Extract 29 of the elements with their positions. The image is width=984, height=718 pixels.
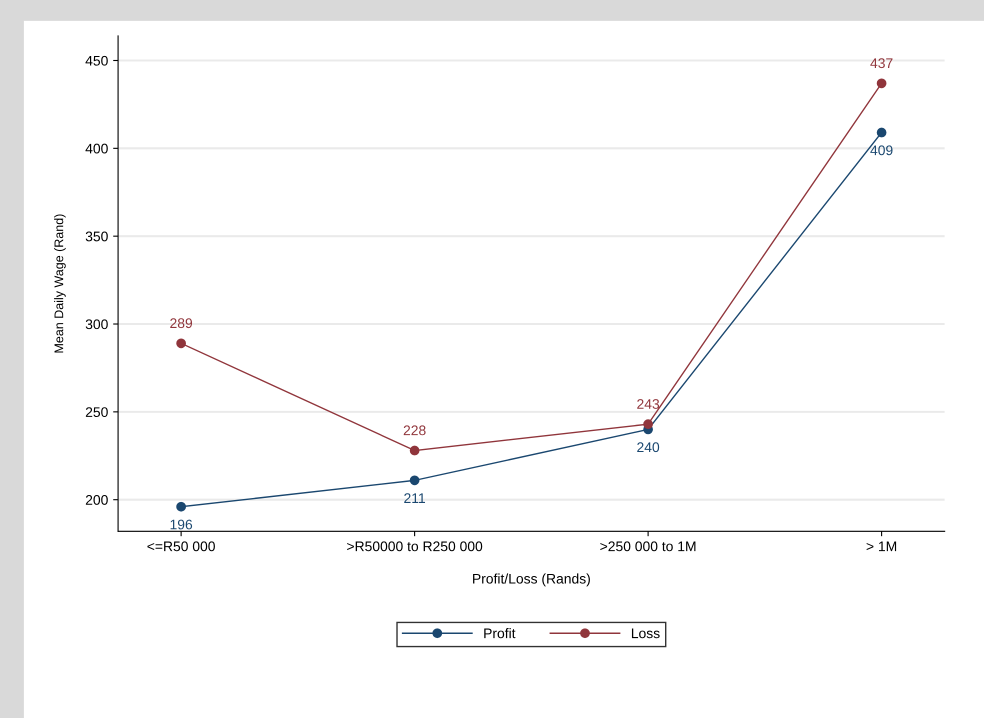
x-tick-label: >250 000 to 1M [600,541,696,552]
data-label: 409 [870,145,893,156]
data-label: 289 [170,318,192,328]
point [876,78,886,88]
data-label: 196 [170,520,192,530]
legend-label: Profit [484,628,516,638]
y-tick-label: 350 [86,232,108,242]
y-axis-title: Mean Daily Wage (Rand) [54,214,66,353]
y-tick-label: 300 [86,319,108,330]
x-tick-label: >R50000 to R250 000 [347,541,482,552]
point [176,338,186,348]
x-tick-label: > 1M [866,542,896,552]
data-label: 437 [870,58,892,68]
x-axis-title: Profit/Loss (Rands) [473,573,590,586]
x-tick-label: <=R50 000 [147,541,215,552]
y-tick-label: 250 [86,407,108,418]
point [410,446,420,456]
data-label: 228 [404,425,426,436]
legend-label: Loss [632,628,660,638]
y-tick-label: 400 [86,144,108,154]
data-label: 240 [637,442,660,452]
point [176,502,186,512]
point [410,476,420,486]
point [876,128,886,138]
y-tick-label: 450 [86,56,108,66]
data-label: 243 [637,399,660,409]
y-tick-label: 200 [86,495,108,505]
point [643,419,653,430]
data-label: 211 [404,493,426,503]
